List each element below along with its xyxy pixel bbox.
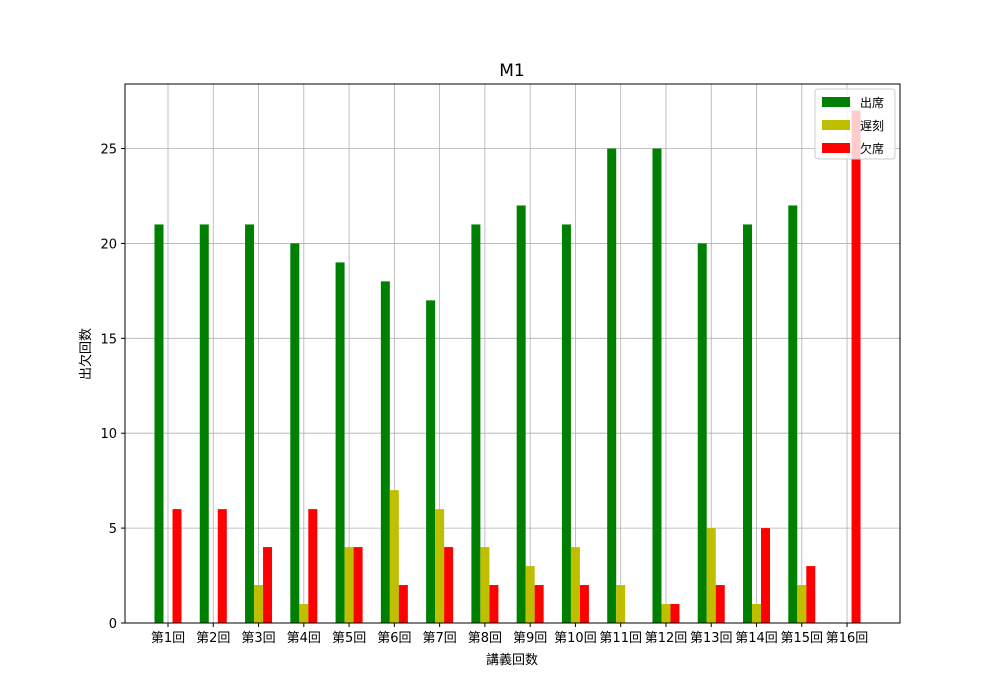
bar-attendance xyxy=(652,148,662,623)
bar-attendance xyxy=(471,224,481,623)
bar-absence xyxy=(489,585,499,623)
legend-swatch xyxy=(822,97,850,107)
x-tick-label: 第16回 xyxy=(826,631,869,646)
bar-late xyxy=(254,585,264,623)
bar-absence xyxy=(761,528,771,623)
x-axis: 第1回 第2回 第3回 第4回 第5回 第6回 第7回 第8回 第9回 第10回 第11回 第12回第… xyxy=(151,623,868,646)
bar-absence xyxy=(353,547,363,623)
bar-attendance xyxy=(245,224,255,623)
bar-late xyxy=(752,604,762,623)
bar-absence xyxy=(263,547,273,623)
legend-label: 欠席 xyxy=(860,141,884,156)
bar-late xyxy=(797,585,807,623)
y-axis-label: 出欠回数 xyxy=(78,328,94,380)
x-tick-label: 第8回 xyxy=(468,631,502,646)
bar-absence xyxy=(172,509,182,623)
x-tick-label: 第6回 xyxy=(377,631,411,646)
y-axis: 0 5 10 15 20 25 xyxy=(100,143,125,632)
bar-absence xyxy=(851,110,861,623)
bar-attendance xyxy=(516,205,526,623)
bar-absence xyxy=(308,509,318,623)
x-tick-label: 第7回 xyxy=(422,631,456,646)
x-tick-label: 第3回 xyxy=(241,631,275,646)
bar-late xyxy=(344,547,354,623)
y-tick-label: 25 xyxy=(100,143,117,158)
bar-late xyxy=(661,604,671,623)
bar-absence xyxy=(217,509,227,623)
bar-attendance xyxy=(335,262,345,623)
y-tick-label: 5 xyxy=(109,522,117,537)
bar-late xyxy=(706,528,716,623)
x-tick-label: 第2回 xyxy=(196,631,230,646)
x-tick-label: 第11回 xyxy=(599,631,642,646)
bar-attendance xyxy=(607,148,617,623)
bar-attendance xyxy=(426,300,436,623)
legend-swatch xyxy=(822,143,850,153)
y-tick-label: 10 xyxy=(100,427,117,442)
x-axis-label: 講義回数 xyxy=(486,652,538,668)
y-tick-label: 20 xyxy=(100,237,117,252)
bar-absence xyxy=(444,547,454,623)
bar-late xyxy=(616,585,626,623)
x-tick-label: 第15回 xyxy=(781,631,824,646)
bar-attendance xyxy=(697,243,707,623)
x-tick-label: 第13回 xyxy=(690,631,733,646)
bar-absence xyxy=(670,604,680,623)
legend-label: 出席 xyxy=(860,95,884,110)
plot-frame xyxy=(124,83,901,624)
bar-attendance xyxy=(290,243,300,623)
bar-attendance xyxy=(380,281,390,623)
bar-absence xyxy=(398,585,408,623)
y-tick-label: 15 xyxy=(100,332,117,347)
bar-attendance xyxy=(154,224,164,623)
bar-late xyxy=(570,547,580,623)
grid-lines xyxy=(125,84,900,624)
bar-attendance xyxy=(199,224,209,623)
x-tick-label: 第14回 xyxy=(735,631,778,646)
chart-title: M1 xyxy=(499,61,524,81)
bars xyxy=(154,110,861,623)
x-tick-label: 第1回 xyxy=(151,631,185,646)
legend-swatch xyxy=(822,120,850,130)
x-tick-label: 第5回 xyxy=(332,631,366,646)
bar-late xyxy=(299,604,309,623)
bar-late xyxy=(480,547,490,623)
bar-late xyxy=(525,566,535,623)
bar-absence xyxy=(806,566,816,623)
x-tick-label: 第10回 xyxy=(554,631,597,646)
bar-attendance xyxy=(788,205,798,623)
x-tick-label: 第4回 xyxy=(287,631,321,646)
x-tick-label: 第12回 xyxy=(645,631,688,646)
bar-absence xyxy=(534,585,544,623)
bar-attendance xyxy=(561,224,571,623)
legend-label: 遅刻 xyxy=(860,119,884,133)
x-tick-label: 第9回 xyxy=(513,631,547,646)
bar-late xyxy=(435,509,445,623)
bar-attendance xyxy=(743,224,753,623)
bar-late xyxy=(389,490,399,623)
y-tick-label: 0 xyxy=(109,617,117,632)
bar-absence xyxy=(715,585,725,623)
bar-absence xyxy=(579,585,589,623)
